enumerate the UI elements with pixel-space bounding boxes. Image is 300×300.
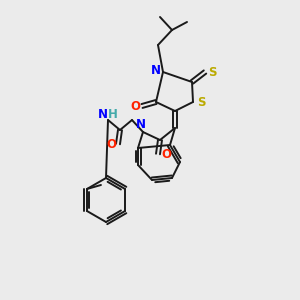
Text: S: S [208,65,216,79]
Text: H: H [108,107,118,121]
Text: N: N [151,64,161,76]
Text: O: O [106,137,116,151]
Text: O: O [130,100,140,112]
Text: N: N [98,107,108,121]
Text: S: S [197,95,205,109]
Text: N: N [136,118,146,131]
Text: O: O [161,148,171,160]
